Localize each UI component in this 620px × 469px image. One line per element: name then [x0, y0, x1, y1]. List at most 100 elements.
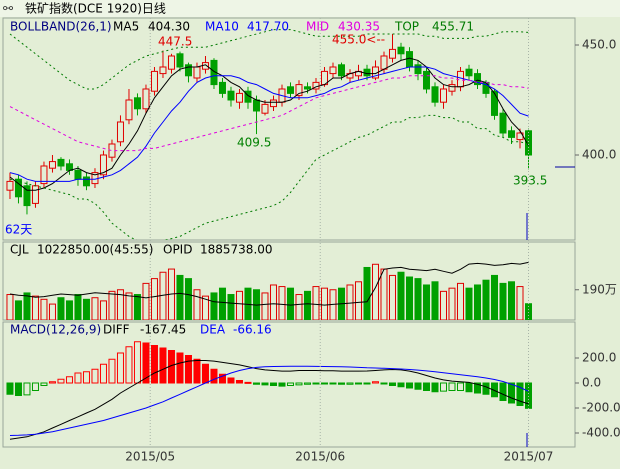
legend-text: 417.70 [247, 20, 289, 34]
bar [142, 282, 150, 320]
bar [482, 382, 490, 395]
bar [261, 382, 269, 386]
bar [91, 368, 99, 384]
bar [48, 381, 56, 384]
bar [218, 287, 226, 320]
bar [320, 382, 328, 385]
candle-body [193, 66, 201, 79]
bar [193, 358, 201, 384]
candle-body [491, 90, 499, 116]
bar [244, 381, 252, 384]
candle-body [6, 180, 14, 191]
legend-text: MID [306, 20, 329, 34]
bar [431, 281, 439, 320]
bar [278, 382, 286, 387]
legend-text: 1885738.00 [200, 243, 273, 257]
y-tick-label: 0.0 [582, 376, 601, 390]
candle-body [286, 86, 294, 94]
bar [91, 297, 99, 320]
bar [278, 286, 286, 320]
bar [23, 292, 31, 320]
bar [303, 382, 311, 385]
bar [508, 281, 516, 320]
bar [286, 382, 294, 386]
bar [414, 278, 422, 320]
candle-body [363, 68, 371, 77]
candle-body [125, 99, 133, 121]
candle-body [176, 53, 184, 68]
plot-layer: 450.0 400.0 190万 200.0 0.0 -200.0 -400.0 2015/0… [5, 18, 620, 464]
bar [380, 382, 388, 385]
chart-title: 铁矿指数(DCE 1920)日线 [25, 1, 166, 16]
bar [499, 382, 507, 401]
bar [354, 382, 362, 385]
candle-body [82, 176, 90, 187]
bar [320, 287, 328, 320]
candle-body [261, 103, 269, 114]
bar [405, 382, 413, 389]
bar [269, 382, 277, 386]
candle-body [337, 64, 345, 77]
candle-body [184, 64, 192, 77]
bar [235, 380, 243, 384]
candle-body [525, 130, 533, 156]
legend-text: TOP [394, 20, 419, 34]
bar [473, 382, 481, 394]
bar [108, 358, 116, 384]
legend-text: -167.45 [140, 323, 186, 337]
bar [150, 345, 158, 384]
bar [465, 287, 473, 320]
bar [456, 382, 464, 391]
y-tick-label: -400.0 [582, 426, 620, 440]
bar [116, 289, 124, 320]
bar [23, 382, 31, 396]
bar [269, 284, 277, 320]
bar [329, 382, 337, 385]
bar [448, 287, 456, 320]
candle-body [14, 178, 22, 198]
bar [312, 286, 320, 320]
bar [65, 376, 73, 384]
bar [499, 282, 507, 320]
line-series [9, 360, 529, 440]
bar [448, 382, 456, 391]
bar [31, 382, 39, 391]
line-series [9, 57, 529, 191]
bar [6, 382, 14, 395]
legend-text: OPID [163, 243, 192, 257]
candle-body [150, 70, 158, 92]
candle-body [142, 88, 150, 110]
bar [125, 292, 133, 320]
bar [295, 294, 303, 320]
candle-body [133, 97, 141, 110]
bar [227, 377, 235, 384]
title-bar [0, 0, 620, 17]
candle-body [74, 169, 82, 180]
bar [397, 271, 405, 320]
candle-body [48, 161, 56, 169]
candle-body [329, 66, 337, 75]
legend-text: DIFF [103, 323, 130, 337]
bar [176, 274, 184, 320]
candle-body [57, 158, 65, 167]
candle-body [40, 165, 48, 185]
bar [465, 382, 473, 393]
bar [346, 382, 354, 385]
bar [14, 382, 22, 396]
bar [371, 381, 379, 384]
legend-text: 430.35 [338, 20, 380, 34]
bar [82, 371, 90, 384]
candle-body [31, 185, 39, 204]
x-tick-label: 2015/07 [504, 450, 554, 464]
bar [210, 368, 218, 384]
bar [108, 290, 116, 320]
bar [491, 274, 499, 320]
bar [252, 382, 260, 385]
bar [456, 282, 464, 320]
bar [380, 268, 388, 320]
bar [40, 382, 48, 386]
candle-body [227, 90, 235, 101]
bar [184, 355, 192, 384]
candle-body [380, 55, 388, 70]
legend-text: MA10 [205, 20, 239, 34]
